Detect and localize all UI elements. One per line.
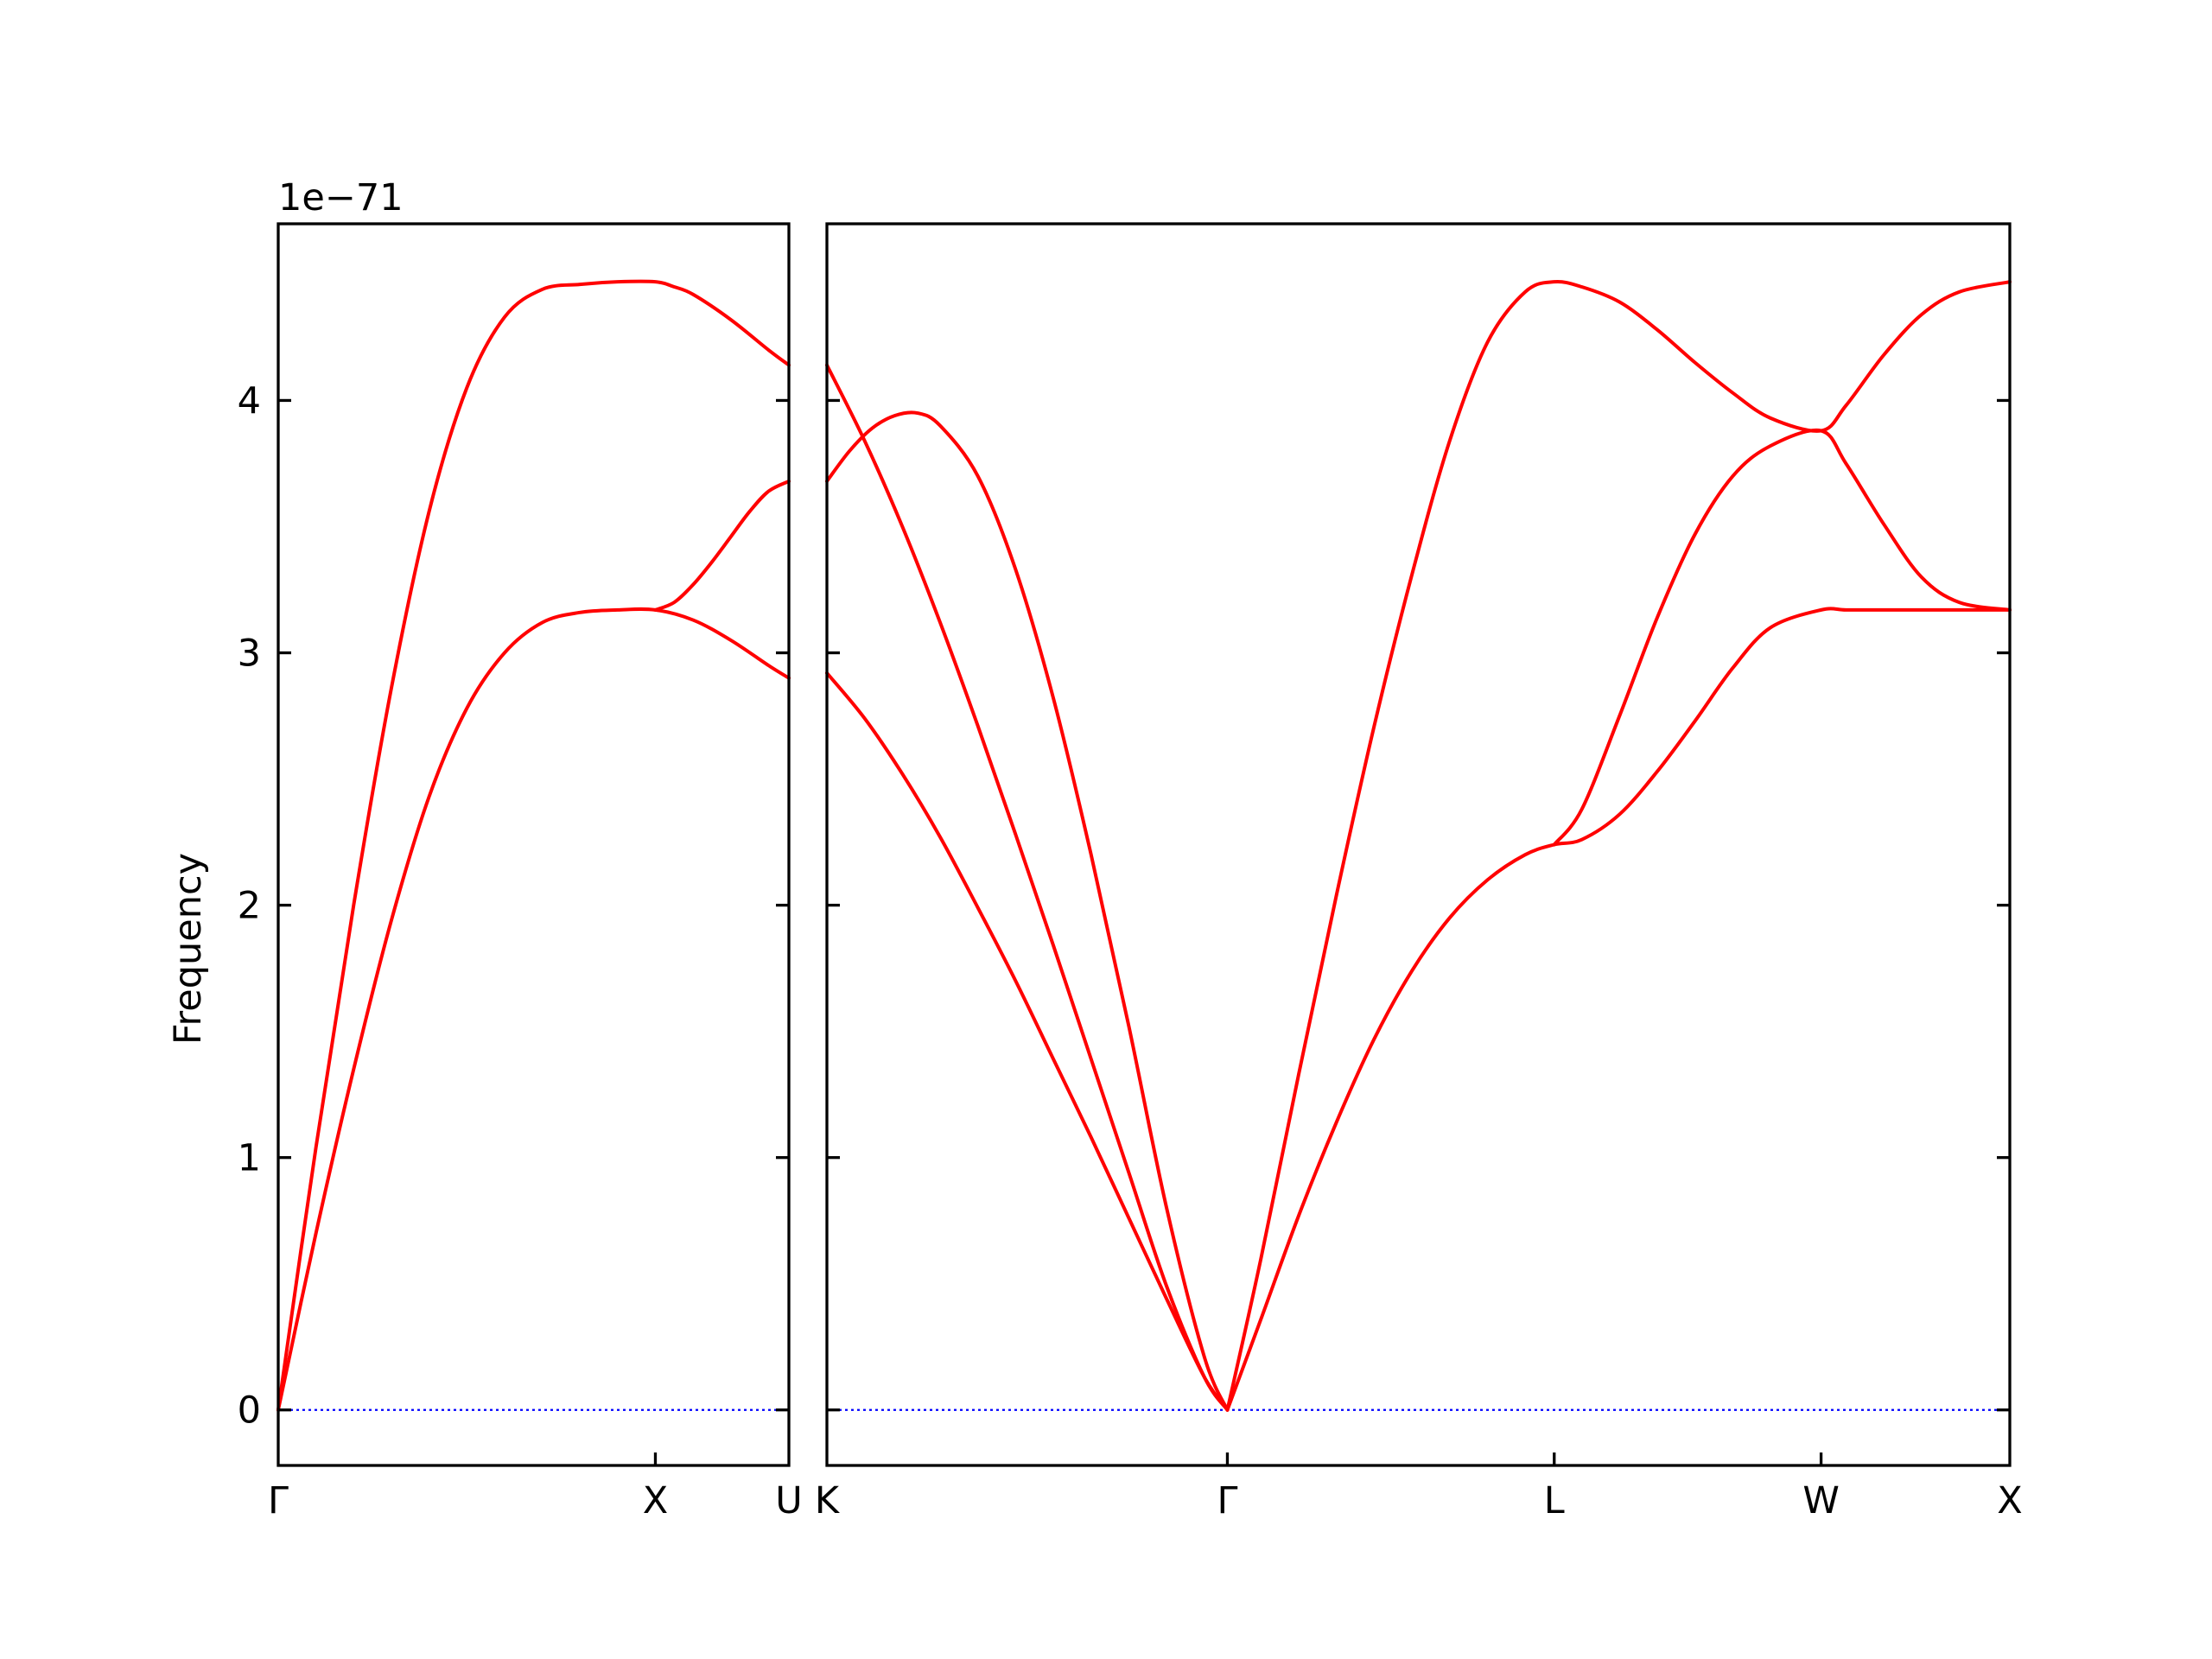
y-offset-label: 1e−71 — [278, 176, 404, 219]
band-line-p1-2 — [276, 279, 791, 1412]
band-line-p2-1 — [825, 671, 1230, 1412]
panel-frame — [276, 222, 791, 1467]
y-tick-label: 0 — [238, 1389, 261, 1433]
band-line-p2-5 — [1225, 279, 2012, 1412]
x-tick-label: X — [1997, 1479, 2022, 1522]
y-tick-label: 3 — [238, 632, 261, 676]
x-tick-label: X — [643, 1479, 668, 1522]
y-tick-label: 1 — [238, 1137, 261, 1180]
band-line-p2-3 — [825, 410, 1230, 1412]
y-axis-label: Frequency — [167, 853, 210, 1045]
y-tick-label: 2 — [238, 885, 261, 928]
x-tick-label: K — [815, 1479, 841, 1522]
band-line-p2-2 — [825, 363, 1230, 1412]
y-tick-label: 4 — [238, 379, 261, 423]
x-tick-label: L — [1544, 1479, 1565, 1522]
panel-frame — [825, 222, 2012, 1467]
band-line-p2-6 — [1552, 428, 2012, 847]
band-line-p1-3 — [653, 479, 791, 612]
band-line-p1-1 — [276, 607, 791, 1412]
x-tick-label: Γ — [268, 1479, 289, 1522]
band-line-p2-4 — [1225, 607, 2012, 1412]
panel-1: 0 1 2 3 4 Γ X U — [238, 222, 803, 1522]
x-tick-label: U — [775, 1479, 802, 1522]
x-tick-label: W — [1802, 1479, 1840, 1522]
x-tick-label: Γ — [1217, 1479, 1237, 1522]
